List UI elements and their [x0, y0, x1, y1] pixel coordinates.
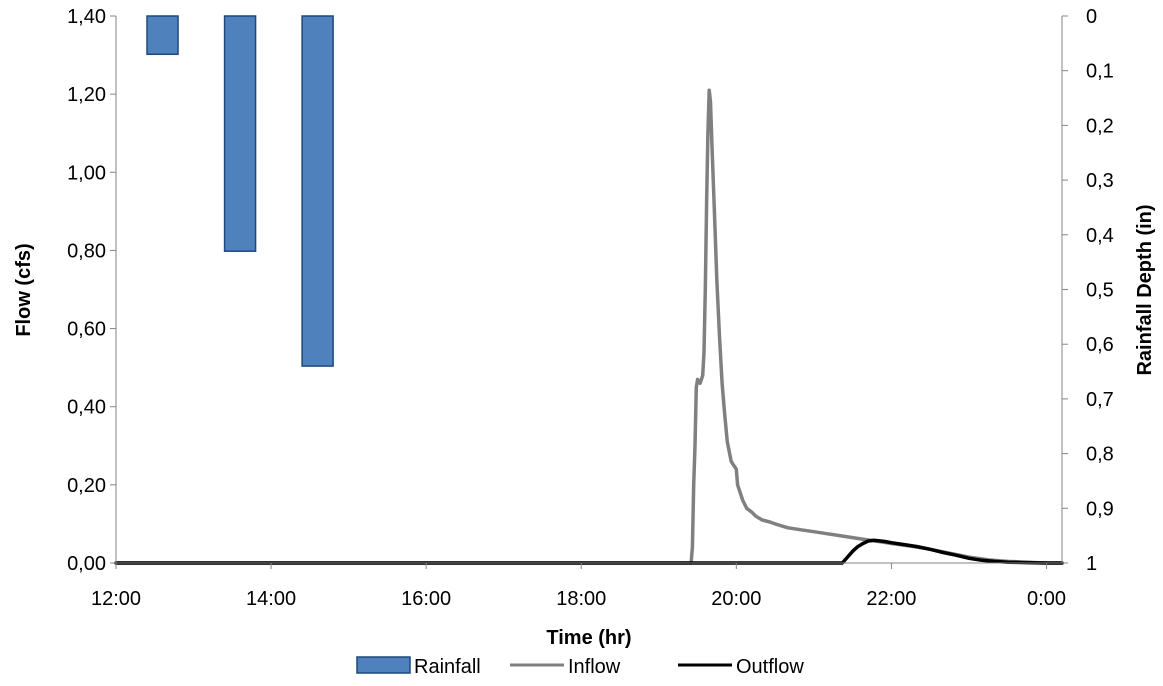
y-right-tick-label: 0,4: [1086, 225, 1114, 247]
legend-rainfall-label: Rainfall: [414, 656, 481, 678]
y-left-tick-label: 1,40: [67, 6, 106, 28]
y-right-tick-label: 0,7: [1086, 389, 1114, 411]
plot-area: [116, 16, 1062, 563]
y-axis-right-title: Rainfall Depth (in): [1134, 204, 1156, 375]
rainfall-bar-1: [223, 15, 257, 252]
legend-outflow-label: Outflow: [736, 656, 804, 678]
y-right-tick-label: 0: [1086, 6, 1097, 28]
legend-inflow-label: Inflow: [568, 656, 621, 678]
y-right-tick-label: 0,3: [1086, 170, 1114, 192]
legend: Rainfall Inflow Outflow: [356, 656, 804, 678]
y-left-tick-label: 0,00: [67, 553, 106, 575]
x-axis-title: Time (hr): [546, 627, 631, 649]
y-left-tick-label: 0,80: [67, 240, 106, 262]
rainfall-bar-2: [301, 15, 334, 367]
y-axis-left-title: Flow (cfs): [13, 243, 35, 336]
x-tick-label: 12:00: [91, 588, 141, 610]
ticks: 0,00 0,20 0,40 0,60 0,80 1,00 1,20 1,40 0 0,1 0,2 0…: [67, 6, 1114, 610]
x-tick-label: 22:00: [866, 588, 916, 610]
flow-lines: [114, 88, 1064, 565]
y-left-tick-label: 0,40: [67, 397, 106, 419]
y-right-tick-label: 0,6: [1086, 334, 1114, 356]
x-tick-label: 14:00: [246, 588, 296, 610]
x-tick-label: 18:00: [556, 588, 606, 610]
rainfall-bars: [146, 15, 334, 367]
x-tick-label: 20:00: [711, 588, 761, 610]
y-right-tick-label: 1: [1086, 553, 1097, 575]
y-left-tick-label: 0,20: [67, 475, 106, 497]
y-left-tick-label: 1,00: [67, 162, 106, 184]
y-right-tick-label: 0,8: [1086, 444, 1114, 466]
x-tick-label: 0:00: [1027, 588, 1066, 610]
rainfall-bar-0: [146, 15, 179, 56]
legend-rainfall-swatch: [356, 656, 411, 674]
y-right-tick-label: 0,5: [1086, 280, 1114, 302]
outflow-line: [114, 538, 1064, 565]
y-left-tick-label: 1,20: [67, 84, 106, 106]
y-right-tick-label: 0,9: [1086, 498, 1114, 520]
y-right-tick-label: 0,2: [1086, 115, 1114, 137]
x-tick-label: 16:00: [401, 588, 451, 610]
y-left-tick-label: 0,60: [67, 319, 106, 341]
y-right-tick-label: 0,1: [1086, 61, 1114, 83]
